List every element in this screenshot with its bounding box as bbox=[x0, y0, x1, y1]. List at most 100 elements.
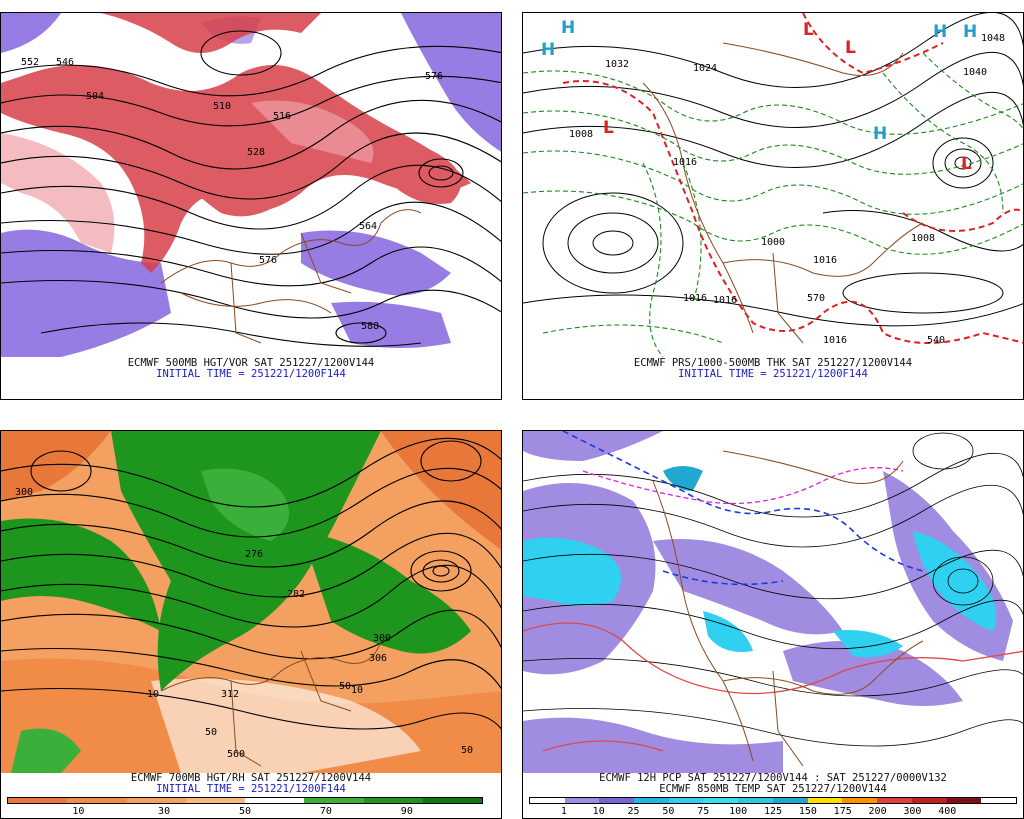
legend-swatch bbox=[245, 798, 305, 803]
legend-tick-label: 90 bbox=[400, 806, 413, 817]
svg-text:300: 300 bbox=[373, 633, 391, 644]
coastlines bbox=[652, 450, 924, 767]
legend-swatch bbox=[668, 798, 704, 803]
temp-contours bbox=[523, 432, 1023, 747]
legend-tick-label: 100 bbox=[729, 806, 748, 817]
height-contours bbox=[1, 30, 501, 347]
initial-time: INITIAL TIME = 251221/1200F144 bbox=[678, 368, 868, 380]
svg-text:516: 516 bbox=[273, 111, 291, 122]
legend-swatch bbox=[634, 798, 669, 803]
svg-text:L: L bbox=[603, 118, 614, 138]
map-700mb: 300 276 282 300 306 312 10 50 50 560 10 … bbox=[1, 431, 501, 773]
svg-text:1048: 1048 bbox=[981, 33, 1005, 44]
svg-text:510: 510 bbox=[213, 101, 231, 112]
panel-500mb-hgt-vor: 552 546 504 510 516 528 576 564 576 588 … bbox=[0, 12, 502, 400]
svg-text:312: 312 bbox=[221, 689, 239, 700]
legend-swatch bbox=[946, 798, 982, 803]
svg-text:1016: 1016 bbox=[713, 295, 737, 306]
thickness-contours bbox=[523, 52, 1023, 357]
panel-pcp-850mb-temp: ECMWF 12H PCP SAT 251227/1200V144 : SAT … bbox=[522, 430, 1024, 819]
svg-text:588: 588 bbox=[361, 321, 379, 332]
legend-swatch bbox=[126, 798, 186, 803]
svg-text:H: H bbox=[963, 22, 977, 42]
rh-color-legend bbox=[7, 797, 483, 804]
panel-prs-thk: H H H H H L L L L 1032 1024 1008 1016 10… bbox=[522, 12, 1024, 400]
svg-text:1040: 1040 bbox=[963, 67, 987, 78]
legend-swatch bbox=[599, 798, 635, 803]
initial-time: INITIAL TIME = 251221/1200F144 bbox=[156, 783, 346, 795]
svg-text:50: 50 bbox=[205, 727, 217, 738]
legend-tick-label: 10 bbox=[72, 806, 85, 817]
svg-text:276: 276 bbox=[245, 549, 263, 560]
freezing-line bbox=[562, 431, 924, 586]
svg-text:560: 560 bbox=[227, 749, 245, 760]
initial-time: INITIAL TIME = 251221/1200F144 bbox=[156, 368, 346, 380]
svg-text:1008: 1008 bbox=[569, 129, 593, 140]
svg-text:L: L bbox=[845, 38, 856, 58]
svg-text:564: 564 bbox=[359, 221, 377, 232]
legend-tick-label: 75 bbox=[697, 806, 710, 817]
legend-tick-label: 150 bbox=[798, 806, 817, 817]
legend-tick-label: 300 bbox=[903, 806, 922, 817]
legend-tick-label: 400 bbox=[938, 806, 957, 817]
legend-tick-label: 30 bbox=[158, 806, 171, 817]
legend-swatch bbox=[911, 798, 947, 803]
svg-text:1016: 1016 bbox=[823, 335, 847, 346]
coastlines bbox=[160, 640, 382, 767]
pressure-centers: H H H H H L L L L bbox=[541, 18, 977, 174]
dry-air-shading bbox=[1, 431, 501, 773]
legend-tick-label: 25 bbox=[627, 806, 640, 817]
svg-text:1000: 1000 bbox=[761, 237, 785, 248]
svg-text:1016: 1016 bbox=[673, 157, 697, 168]
legend-swatch bbox=[530, 798, 565, 803]
svg-text:504: 504 bbox=[86, 91, 104, 102]
legend-tick-label: 10 bbox=[592, 806, 605, 817]
svg-text:528: 528 bbox=[247, 147, 265, 158]
legend-swatch bbox=[703, 798, 739, 803]
svg-text:552: 552 bbox=[21, 57, 39, 68]
coastlines bbox=[642, 42, 924, 344]
panel-caption: ECMWF 12H PCP SAT 251227/1200V144 : SAT … bbox=[599, 772, 947, 784]
legend-tick-label: 70 bbox=[319, 806, 332, 817]
legend-swatch bbox=[363, 798, 423, 803]
legend-tick-label: 200 bbox=[868, 806, 887, 817]
legend-swatch bbox=[773, 798, 808, 803]
svg-text:H: H bbox=[561, 18, 575, 38]
vorticity-high-shading-light bbox=[1, 100, 374, 253]
map-500mb: 552 546 504 510 516 528 576 564 576 588 bbox=[1, 13, 501, 357]
svg-text:1016: 1016 bbox=[813, 255, 837, 266]
precip-heavy-shading bbox=[523, 466, 997, 658]
svg-text:282: 282 bbox=[287, 589, 305, 600]
svg-text:576: 576 bbox=[259, 255, 277, 266]
legend-swatch bbox=[738, 798, 774, 803]
svg-text:L: L bbox=[961, 154, 972, 174]
panel-700mb-hgt-rh: 300 276 282 300 306 312 10 50 50 560 10 … bbox=[0, 430, 502, 819]
pcp-legend-ticks: 1 10 25 50 75 100 125 150 175 200 300 400 bbox=[529, 806, 1017, 818]
svg-text:H: H bbox=[873, 124, 887, 144]
legend-tick-label: 1 bbox=[560, 806, 567, 817]
pcp-color-legend bbox=[529, 797, 1017, 804]
svg-text:H: H bbox=[541, 40, 555, 60]
svg-text:570: 570 bbox=[807, 293, 825, 304]
panel-caption-secondary: ECMWF 850MB TEMP SAT 251227/1200V144 bbox=[659, 783, 887, 795]
magenta-temp-line bbox=[582, 467, 904, 505]
legend-swatch bbox=[877, 798, 912, 803]
legend-swatch bbox=[8, 798, 68, 803]
svg-text:H: H bbox=[933, 22, 947, 42]
svg-text:10: 10 bbox=[147, 689, 159, 700]
legend-tick-label: 125 bbox=[763, 806, 783, 817]
svg-text:1032: 1032 bbox=[605, 59, 629, 70]
contour-labels: 552 546 504 510 516 528 576 564 576 588 bbox=[21, 57, 443, 332]
legend-swatch bbox=[304, 798, 364, 803]
legend-tick-label: 175 bbox=[833, 806, 852, 817]
legend-swatch bbox=[67, 798, 127, 803]
panel-caption: ECMWF 700MB HGT/RH SAT 251227/1200V144 bbox=[130, 772, 372, 784]
svg-text:L: L bbox=[803, 20, 814, 40]
svg-text:1008: 1008 bbox=[911, 233, 935, 244]
svg-text:540: 540 bbox=[927, 335, 945, 346]
svg-text:1024: 1024 bbox=[693, 63, 717, 74]
svg-text:10: 10 bbox=[351, 685, 363, 696]
svg-text:306: 306 bbox=[369, 653, 387, 664]
svg-text:50: 50 bbox=[339, 681, 351, 692]
coastlines bbox=[160, 209, 422, 344]
